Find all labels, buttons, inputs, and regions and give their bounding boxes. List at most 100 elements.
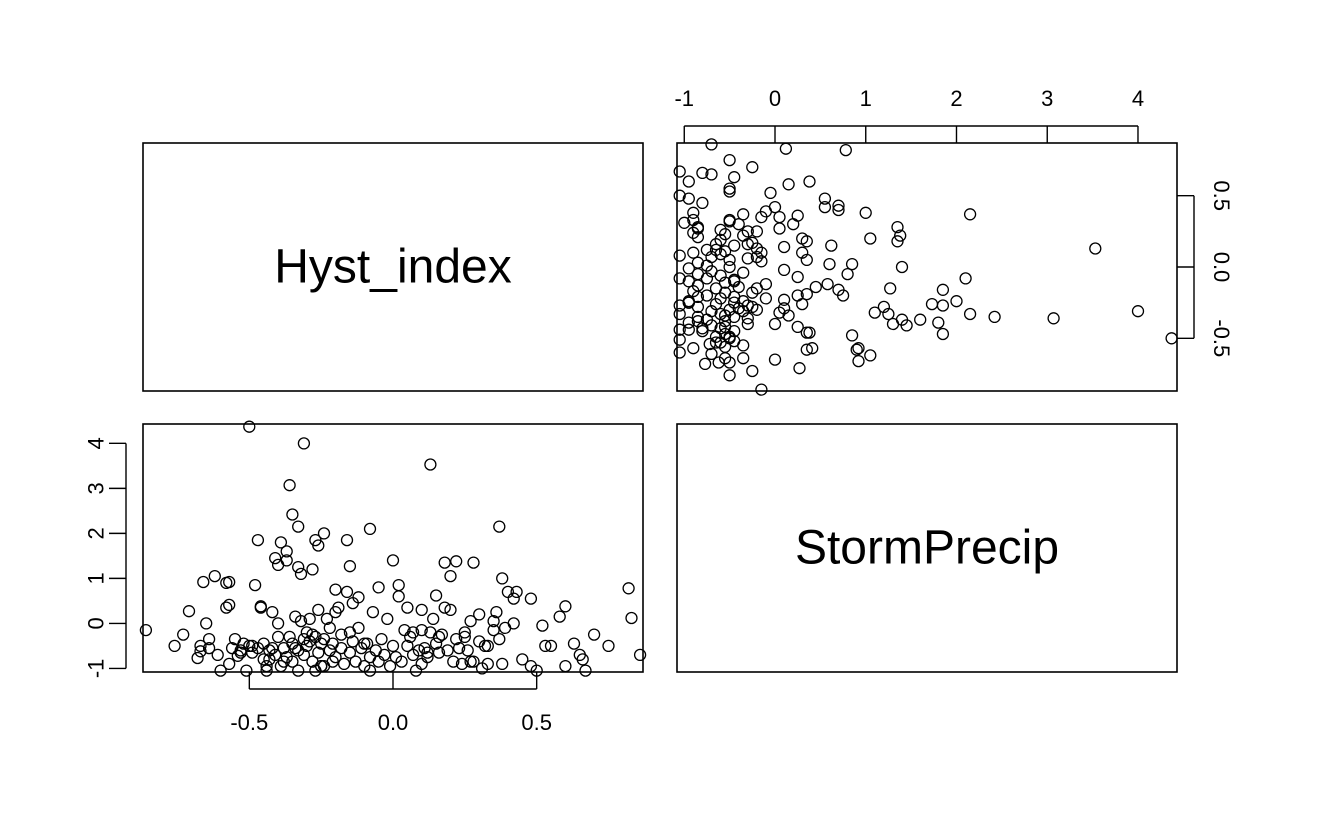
data-point	[274, 536, 288, 549]
data-point	[723, 369, 736, 382]
data-point	[841, 267, 854, 281]
data-point	[386, 554, 400, 567]
data-point	[988, 310, 1001, 324]
data-point	[507, 617, 520, 630]
data-point	[289, 641, 302, 655]
data-point	[246, 639, 259, 653]
data-point	[791, 270, 804, 284]
data-point	[441, 644, 454, 657]
data-point	[700, 243, 714, 257]
data-point	[673, 165, 686, 178]
data-point	[963, 307, 977, 321]
data-point	[194, 639, 207, 653]
data-point	[429, 637, 443, 650]
data-point	[886, 317, 900, 331]
data-point	[458, 630, 471, 644]
data-point	[737, 352, 750, 365]
data-point	[315, 659, 328, 673]
data-point	[567, 637, 581, 650]
data-point	[709, 243, 723, 257]
data-point	[732, 302, 745, 315]
data-point	[487, 614, 500, 628]
top-axis-tick-label: 4	[1132, 86, 1144, 111]
data-point	[335, 628, 348, 641]
data-point	[182, 605, 196, 618]
data-point	[682, 192, 695, 205]
scatter-panel-hyst-index-vs-stormprecip	[139, 420, 647, 677]
data-point	[271, 558, 285, 572]
data-point	[326, 637, 339, 650]
data-point	[728, 290, 741, 304]
data-point	[243, 639, 256, 653]
data-point	[501, 585, 515, 599]
data-point	[1047, 312, 1060, 325]
data-point	[363, 650, 377, 664]
data-point	[366, 605, 380, 619]
data-point	[800, 253, 813, 267]
data-point	[280, 545, 293, 558]
data-point	[444, 603, 457, 617]
data-point	[168, 639, 181, 653]
data-point	[306, 628, 319, 641]
data-point	[260, 659, 273, 673]
data-point	[741, 252, 754, 265]
data-point	[277, 655, 290, 668]
data-point	[177, 628, 190, 641]
data-point	[737, 229, 750, 242]
data-point	[773, 306, 786, 319]
data-point	[673, 307, 686, 321]
data-point	[579, 664, 592, 677]
data-point	[768, 317, 782, 331]
data-point	[877, 300, 891, 314]
data-point	[698, 357, 712, 371]
data-point	[782, 309, 795, 322]
data-point	[306, 563, 319, 576]
data-point	[787, 218, 800, 231]
data-point	[900, 319, 913, 332]
bottom-axis-tick-label: -0.5	[230, 710, 268, 735]
data-point	[395, 655, 408, 668]
data-point	[337, 657, 351, 671]
data-point	[251, 533, 265, 547]
data-point	[823, 257, 836, 271]
top-axis-tick-label: 3	[1041, 86, 1053, 111]
panel-frame	[676, 423, 1178, 673]
data-point	[375, 632, 388, 646]
data-point	[450, 555, 463, 568]
data-point	[467, 556, 480, 569]
data-point	[859, 206, 872, 219]
data-point	[759, 205, 773, 218]
data-point	[363, 664, 377, 677]
data-point	[496, 572, 509, 585]
right-axis-tick-label: 0.5	[1209, 180, 1234, 211]
axes: -1 0 1 2 3 4 -0.5 0.0 0.5 -0.5 0.0 0.5 -1 0 1 2 3 4	[83, 86, 1234, 735]
data-point	[332, 601, 345, 614]
data-point	[352, 621, 365, 635]
data-point	[378, 648, 391, 662]
data-point	[852, 354, 865, 368]
data-point	[602, 639, 615, 653]
data-point	[864, 349, 877, 362]
data-point	[691, 230, 705, 244]
data-point	[266, 641, 279, 655]
data-point	[481, 639, 494, 653]
data-point	[223, 657, 236, 671]
data-point	[312, 603, 325, 617]
data-point	[825, 239, 838, 252]
data-point	[524, 592, 538, 605]
data-point	[294, 614, 308, 628]
data-point	[237, 637, 250, 650]
data-point	[197, 575, 210, 589]
data-point	[329, 583, 342, 596]
data-point	[800, 343, 813, 356]
data-point	[737, 266, 750, 279]
data-point	[809, 280, 822, 294]
bottom-axis-tick-label: 0.5	[521, 710, 552, 735]
data-point	[800, 287, 813, 301]
data-point	[709, 238, 723, 251]
data-point	[718, 245, 732, 258]
data-point	[673, 346, 686, 359]
data-point	[200, 617, 213, 630]
data-point	[936, 283, 950, 296]
data-point	[741, 225, 754, 238]
